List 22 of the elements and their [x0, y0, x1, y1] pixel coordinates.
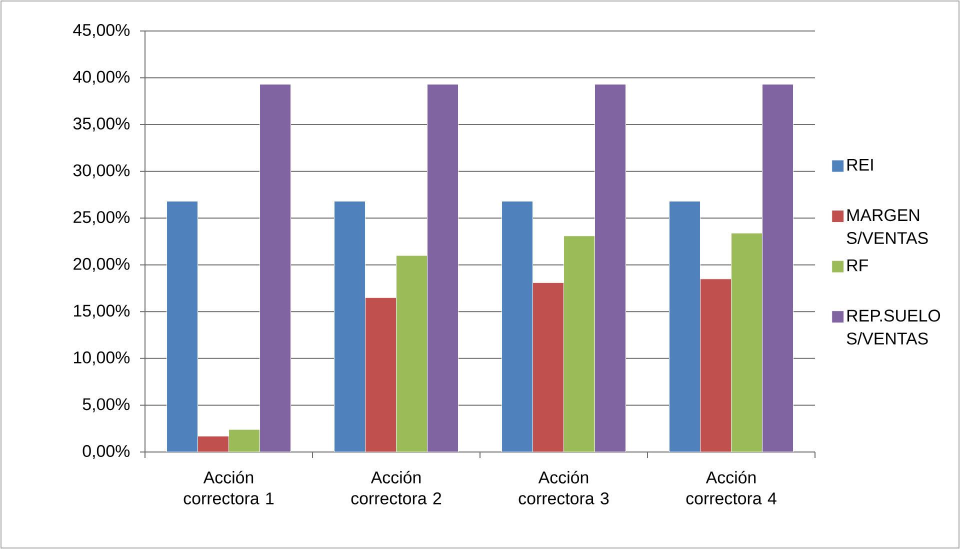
bar	[731, 232, 763, 452]
y-tick-label: 25,00%	[74, 211, 130, 226]
x-tick-label: Acción correctora 1	[184, 470, 274, 504]
y-tick-label: 45,00%	[73, 24, 130, 38]
legend-label: RF	[847, 259, 868, 272]
legend-label: MARGEN S/VENTAS	[846, 209, 928, 244]
y-tick-label: 10,00%	[74, 351, 130, 366]
legend-label: REI	[847, 158, 873, 171]
x-tick-label: Acción correctora 3	[518, 470, 609, 504]
y-tick-label: 20,00%	[74, 258, 130, 272]
y-tick-label: 15,00%	[74, 304, 130, 319]
bar	[396, 255, 428, 452]
y-tick-label: 40,00%	[73, 70, 130, 85]
legend-label: REP.SUELO S/VENTAS	[846, 310, 940, 345]
y-tick-label: 30,00%	[73, 164, 130, 178]
x-tick-label: Acción correctora 2	[351, 470, 442, 504]
bar	[228, 429, 260, 452]
x-tick-label: Acción correctora 4	[686, 470, 776, 504]
y-tick-label: 5,00%	[82, 398, 130, 412]
bar	[564, 236, 596, 452]
y-tick-label: 0,00%	[82, 444, 130, 459]
y-tick-label: 35,00%	[73, 118, 130, 132]
